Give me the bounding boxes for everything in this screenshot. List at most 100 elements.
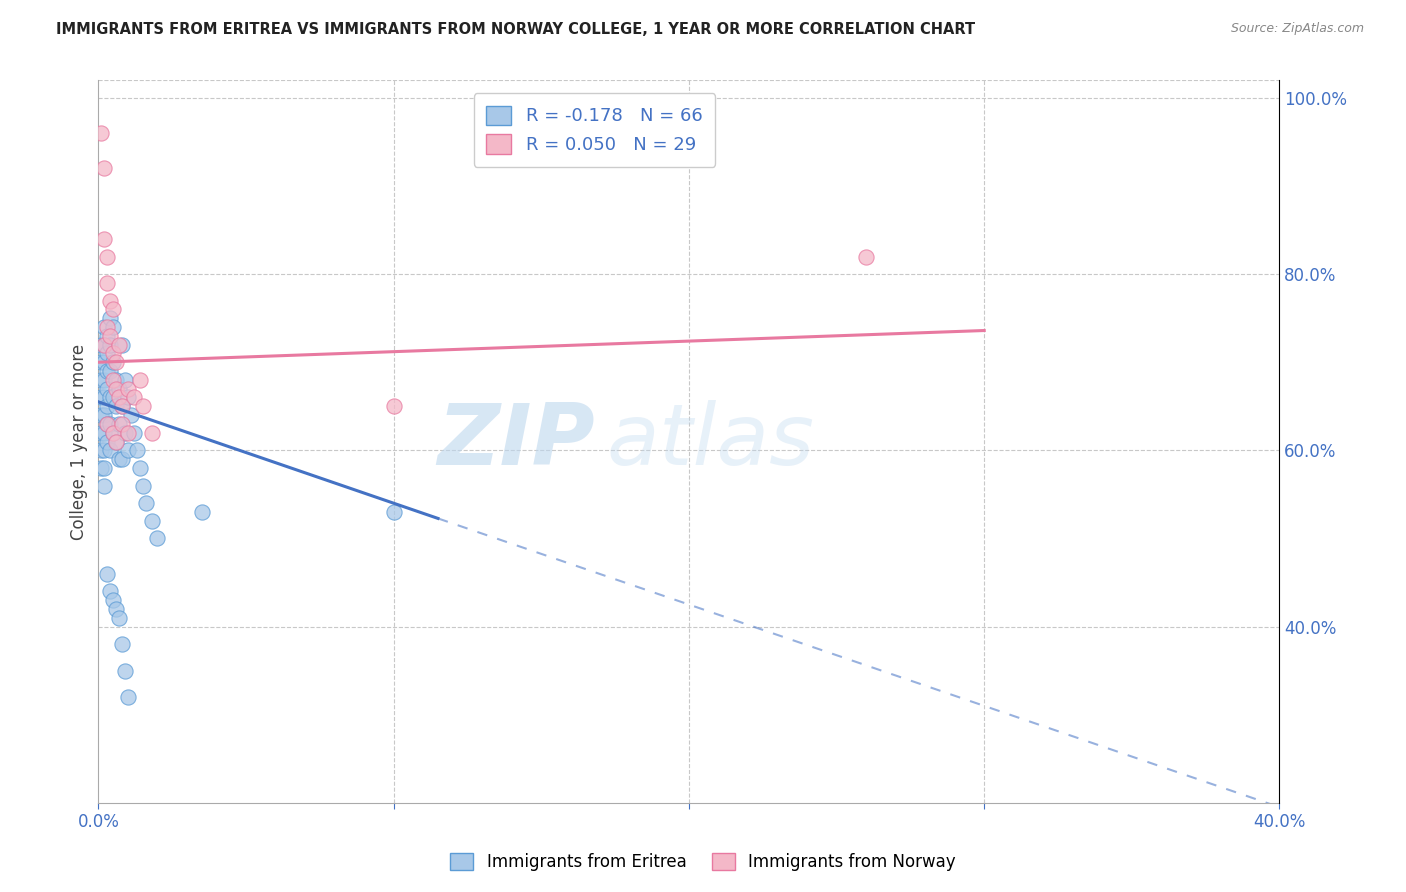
Point: [96, 250, 118, 264]
Point: [103, 320, 125, 334]
Point: [90, 337, 112, 351]
Point: [128, 373, 150, 387]
Point: [90, 425, 112, 440]
Point: [93, 443, 115, 458]
Point: [90, 373, 112, 387]
Point: [93, 391, 115, 405]
Point: [382, 399, 405, 413]
Point: [98, 391, 121, 405]
Point: [103, 302, 125, 317]
Legend: R = -0.178   N = 66, R = 0.050   N = 29: R = -0.178 N = 66, R = 0.050 N = 29: [474, 93, 716, 167]
Point: [98, 584, 121, 599]
Y-axis label: College, 1 year or more: College, 1 year or more: [70, 343, 89, 540]
Point: [108, 337, 131, 351]
Point: [132, 399, 155, 413]
Point: [90, 408, 112, 422]
Point: [90, 461, 112, 475]
Point: [120, 408, 142, 422]
Point: [111, 399, 134, 413]
Text: IMMIGRANTS FROM ERITREA VS IMMIGRANTS FROM NORWAY COLLEGE, 1 YEAR OR MORE CORREL: IMMIGRANTS FROM ERITREA VS IMMIGRANTS FR…: [56, 22, 976, 37]
Point: [191, 505, 214, 519]
Point: [98, 364, 121, 378]
Point: [93, 461, 115, 475]
Point: [108, 391, 131, 405]
Point: [93, 373, 115, 387]
Point: [132, 478, 155, 492]
Point: [117, 382, 139, 396]
Point: [111, 417, 134, 431]
Point: [105, 602, 128, 616]
Point: [96, 417, 118, 431]
Point: [105, 373, 128, 387]
Point: [96, 382, 118, 396]
Point: [98, 443, 121, 458]
Text: atlas: atlas: [606, 400, 814, 483]
Point: [114, 664, 136, 678]
Point: [96, 328, 118, 343]
Point: [103, 355, 125, 369]
Point: [90, 355, 112, 369]
Point: [96, 276, 118, 290]
Point: [108, 611, 131, 625]
Point: [96, 364, 118, 378]
Point: [122, 391, 145, 405]
Point: [141, 425, 163, 440]
Point: [93, 355, 115, 369]
Point: [108, 417, 131, 431]
Point: [93, 232, 115, 246]
Point: [105, 434, 128, 449]
Text: ZIP: ZIP: [437, 400, 595, 483]
Point: [93, 337, 115, 351]
Point: [90, 443, 112, 458]
Point: [111, 337, 134, 351]
Point: [135, 496, 157, 510]
Point: [93, 161, 115, 176]
Point: [98, 293, 121, 308]
Point: [96, 399, 118, 413]
Point: [103, 425, 125, 440]
Point: [98, 417, 121, 431]
Point: [96, 417, 118, 431]
Point: [103, 373, 125, 387]
Point: [93, 408, 115, 422]
Point: [103, 593, 125, 607]
Point: [103, 391, 125, 405]
Point: [111, 452, 134, 467]
Point: [98, 311, 121, 326]
Point: [114, 425, 136, 440]
Point: [103, 425, 125, 440]
Point: [90, 391, 112, 405]
Point: [105, 434, 128, 449]
Point: [117, 425, 139, 440]
Point: [108, 382, 131, 396]
Point: [108, 452, 131, 467]
Point: [117, 443, 139, 458]
Point: [141, 514, 163, 528]
Point: [93, 425, 115, 440]
Point: [93, 478, 115, 492]
Point: [105, 399, 128, 413]
Point: [382, 505, 405, 519]
Point: [125, 443, 148, 458]
Point: [105, 382, 128, 396]
Point: [855, 250, 877, 264]
Point: [90, 126, 112, 140]
Point: [103, 346, 125, 360]
Point: [96, 434, 118, 449]
Point: [122, 425, 145, 440]
Point: [93, 320, 115, 334]
Point: [93, 337, 115, 351]
Point: [117, 690, 139, 704]
Point: [105, 355, 128, 369]
Point: [128, 461, 150, 475]
Point: [98, 328, 121, 343]
Legend: Immigrants from Eritrea, Immigrants from Norway: Immigrants from Eritrea, Immigrants from…: [441, 845, 965, 880]
Point: [146, 532, 169, 546]
Point: [96, 566, 118, 581]
Point: [111, 637, 134, 651]
Point: [98, 337, 121, 351]
Point: [114, 373, 136, 387]
Point: [111, 399, 134, 413]
Point: [96, 346, 118, 360]
Point: [96, 320, 118, 334]
